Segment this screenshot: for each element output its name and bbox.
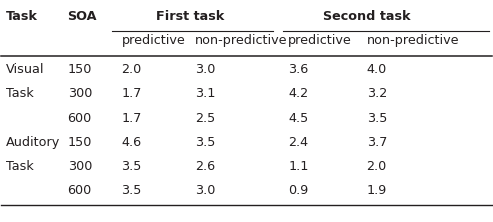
Text: non-predictive: non-predictive — [367, 34, 459, 47]
Text: 600: 600 — [68, 111, 92, 125]
Text: 3.5: 3.5 — [121, 184, 142, 197]
Text: 300: 300 — [68, 160, 92, 173]
Text: predictive: predictive — [288, 34, 352, 47]
Text: 2.5: 2.5 — [195, 111, 215, 125]
Text: 3.7: 3.7 — [367, 136, 387, 149]
Text: 2.0: 2.0 — [367, 160, 387, 173]
Text: Task: Task — [6, 10, 38, 23]
Text: 3.6: 3.6 — [288, 63, 309, 76]
Text: Second task: Second task — [323, 10, 410, 23]
Text: 3.2: 3.2 — [367, 87, 387, 100]
Text: Auditory: Auditory — [6, 136, 61, 149]
Text: 3.5: 3.5 — [121, 160, 142, 173]
Text: non-predictive: non-predictive — [195, 34, 287, 47]
Text: 150: 150 — [68, 136, 92, 149]
Text: 1.7: 1.7 — [121, 111, 142, 125]
Text: 3.0: 3.0 — [195, 184, 215, 197]
Text: 3.5: 3.5 — [195, 136, 215, 149]
Text: 4.5: 4.5 — [288, 111, 309, 125]
Text: Visual: Visual — [6, 63, 45, 76]
Text: 0.9: 0.9 — [288, 184, 309, 197]
Text: Task: Task — [6, 87, 34, 100]
Text: 300: 300 — [68, 87, 92, 100]
Text: 2.0: 2.0 — [121, 63, 142, 76]
Text: 2.4: 2.4 — [288, 136, 308, 149]
Text: 4.6: 4.6 — [121, 136, 141, 149]
Text: SOA: SOA — [68, 10, 97, 23]
Text: 1.7: 1.7 — [121, 87, 142, 100]
Text: First task: First task — [156, 10, 224, 23]
Text: 1.9: 1.9 — [367, 184, 387, 197]
Text: predictive: predictive — [121, 34, 185, 47]
Text: 2.6: 2.6 — [195, 160, 215, 173]
Text: 4.0: 4.0 — [367, 63, 387, 76]
Text: Task: Task — [6, 160, 34, 173]
Text: 3.5: 3.5 — [367, 111, 387, 125]
Text: 3.0: 3.0 — [195, 63, 215, 76]
Text: 1.1: 1.1 — [288, 160, 309, 173]
Text: 600: 600 — [68, 184, 92, 197]
Text: 3.1: 3.1 — [195, 87, 215, 100]
Text: 4.2: 4.2 — [288, 87, 308, 100]
Text: 150: 150 — [68, 63, 92, 76]
